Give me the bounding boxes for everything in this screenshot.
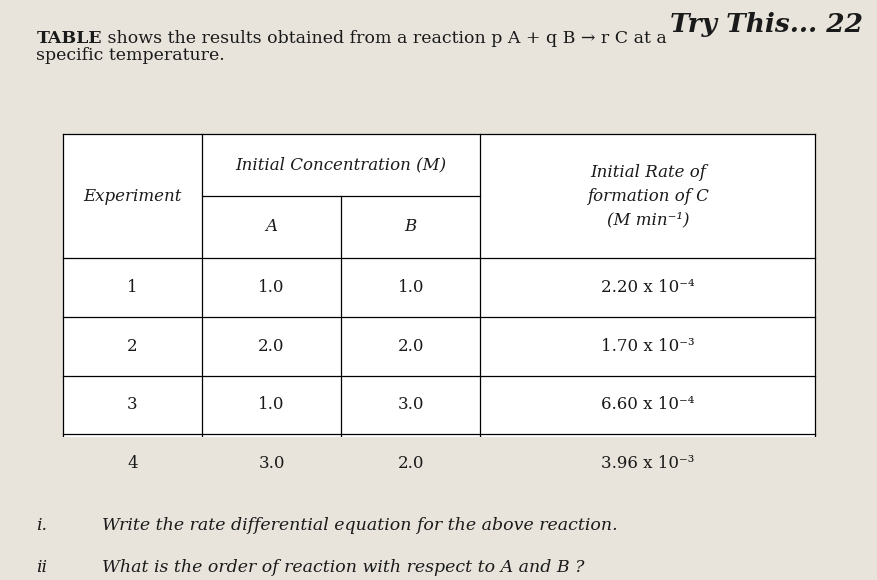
Text: 4: 4 bbox=[127, 455, 138, 472]
Text: 2.0: 2.0 bbox=[397, 455, 424, 472]
Text: Try This... 22: Try This... 22 bbox=[670, 12, 862, 37]
Text: 3: 3 bbox=[127, 397, 138, 414]
Text: Experiment: Experiment bbox=[83, 187, 182, 205]
Text: 2.20 x 10⁻⁴: 2.20 x 10⁻⁴ bbox=[601, 279, 694, 296]
Text: 3.0: 3.0 bbox=[258, 455, 284, 472]
Text: Initial Rate of
formation of C
(M min⁻¹): Initial Rate of formation of C (M min⁻¹) bbox=[586, 164, 708, 228]
Bar bbox=[62, 135, 815, 493]
Text: B: B bbox=[404, 219, 417, 235]
Text: 2: 2 bbox=[127, 338, 138, 354]
Text: 1.0: 1.0 bbox=[397, 279, 424, 296]
Text: 6.60 x 10⁻⁴: 6.60 x 10⁻⁴ bbox=[601, 397, 694, 414]
Text: A: A bbox=[265, 219, 277, 235]
Text: 1.0: 1.0 bbox=[258, 279, 284, 296]
Text: i.: i. bbox=[36, 517, 47, 534]
Text: Write the rate differential equation for the above reaction.: Write the rate differential equation for… bbox=[102, 517, 617, 534]
Text: 1: 1 bbox=[127, 279, 138, 296]
Text: 2.0: 2.0 bbox=[397, 338, 424, 354]
Text: shows the results obtained from a reaction p A + q B → r C at a: shows the results obtained from a reacti… bbox=[102, 30, 666, 47]
Text: 3.96 x 10⁻³: 3.96 x 10⁻³ bbox=[601, 455, 694, 472]
Text: ii: ii bbox=[36, 559, 47, 575]
Text: TABLE: TABLE bbox=[36, 30, 102, 47]
Text: What is the order of reaction with respect to A and B ?: What is the order of reaction with respe… bbox=[102, 559, 584, 575]
Text: 2.0: 2.0 bbox=[258, 338, 284, 354]
Text: 1.0: 1.0 bbox=[258, 397, 284, 414]
Text: specific temperature.: specific temperature. bbox=[36, 47, 225, 64]
Text: Initial Concentration (M): Initial Concentration (M) bbox=[235, 157, 446, 174]
Text: 3.0: 3.0 bbox=[397, 397, 424, 414]
Text: 1.70 x 10⁻³: 1.70 x 10⁻³ bbox=[601, 338, 694, 354]
